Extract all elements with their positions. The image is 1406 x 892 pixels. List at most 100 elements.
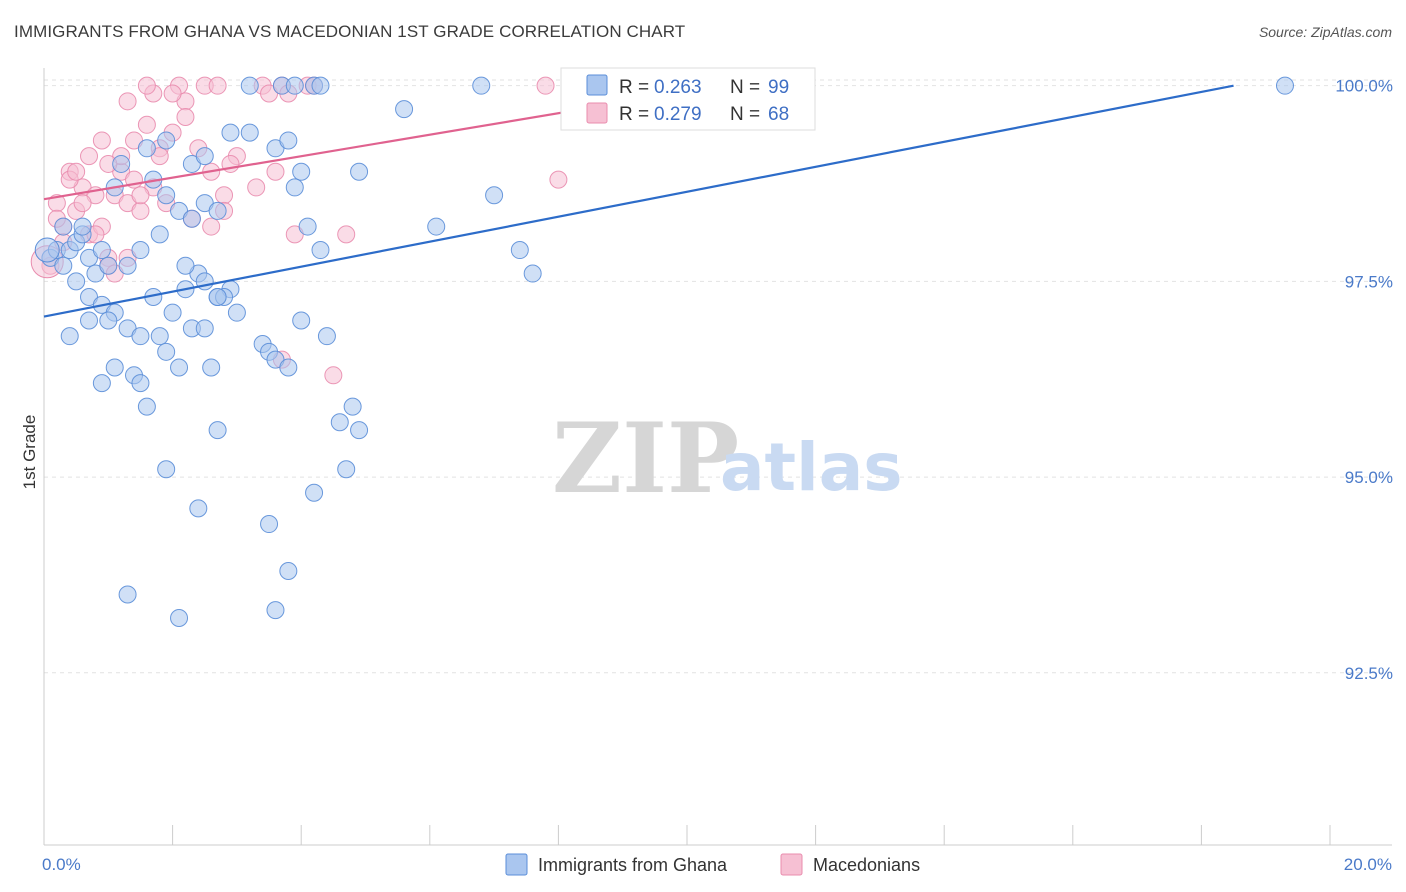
trend-line-ghana (43, 84, 1234, 318)
point-ghana (157, 131, 176, 150)
point-ghana (279, 131, 298, 150)
point-ghana (350, 421, 369, 440)
point-ghana (118, 585, 137, 604)
point-ghana (202, 358, 221, 377)
watermark-atlas: atlas (720, 429, 903, 506)
point-macedonians (137, 76, 156, 95)
stats-legend: R = 0.263 N = 99 R = 0.279 N = 68 (560, 67, 816, 131)
legend-r-label-ghana: R = (619, 77, 649, 98)
point-macedonians (208, 76, 227, 95)
point-macedonians (176, 107, 195, 126)
point-ghana (60, 327, 79, 346)
point-ghana (157, 186, 176, 205)
legend-r-label-macedonians: R = (619, 104, 649, 125)
point-ghana (292, 311, 311, 330)
point-ghana (285, 178, 304, 197)
point-ghana (54, 217, 73, 236)
point-macedonians (266, 162, 285, 181)
y-tick-label: 95.0% (1345, 468, 1393, 487)
point-ghana (195, 147, 214, 166)
point-ghana (523, 264, 542, 283)
point-ghana (54, 256, 73, 275)
point-ghana (67, 272, 86, 291)
bottom-legend-label-ghana: Immigrants from Ghana (538, 855, 728, 875)
point-ghana (80, 311, 99, 330)
point-ghana (137, 139, 156, 158)
axes (43, 68, 1392, 846)
point-ghana (105, 358, 124, 377)
point-ghana (157, 342, 176, 361)
bottom-legend: Immigrants from Ghana Macedonians (505, 853, 920, 876)
point-ghana (157, 460, 176, 479)
chart-title: IMMIGRANTS FROM GHANA VS MACEDONIAN 1ST … (14, 22, 686, 41)
point-ghana (240, 76, 259, 95)
point-ghana (279, 562, 298, 581)
watermark: ZIP atlas (552, 402, 903, 515)
point-ghana (150, 327, 169, 346)
point-macedonians (67, 162, 86, 181)
point-ghana (240, 123, 259, 142)
point-ghana (92, 241, 111, 260)
grid-lines (44, 79, 1392, 674)
point-ghana (131, 374, 150, 393)
y-tick-labels: 92.5% 95.0% 97.5% 100.0% (1335, 77, 1393, 683)
point-macedonians (118, 92, 137, 111)
point-ghana (427, 217, 446, 236)
y-tick-label: 97.5% (1345, 272, 1393, 291)
point-ghana (298, 217, 317, 236)
legend-swatch-ghana (586, 74, 608, 96)
point-ghana (1275, 76, 1294, 95)
point-macedonians (247, 178, 266, 197)
legend-n-value-ghana: 99 (768, 77, 789, 98)
point-ghana (305, 483, 324, 502)
x-tick-label-max: 20.0% (1344, 855, 1392, 874)
point-ghana (208, 201, 227, 220)
point-ghana (163, 303, 182, 322)
point-macedonians (202, 217, 221, 236)
point-macedonians (536, 76, 555, 95)
point-ghana (311, 76, 330, 95)
point-ghana (337, 460, 356, 479)
point-ghana (227, 303, 246, 322)
point-macedonians (137, 115, 156, 134)
point-ghana (472, 76, 491, 95)
legend-r-value-ghana: 0.263 (654, 77, 702, 98)
point-macedonians (549, 170, 568, 189)
point-ghana (182, 209, 201, 228)
point-ghana (170, 358, 189, 377)
bottom-legend-label-macedonians: Macedonians (813, 855, 920, 875)
x-tick-label-min: 0.0% (42, 855, 81, 874)
point-ghana (195, 319, 214, 338)
point-ghana (330, 413, 349, 432)
point-ghana (92, 374, 111, 393)
bottom-legend-swatch-macedonians (780, 853, 803, 876)
point-ghana-large (34, 237, 60, 263)
point-ghana (131, 327, 150, 346)
point-ghana (131, 241, 150, 260)
point-ghana (208, 421, 227, 440)
legend-n-label-ghana: N = (730, 77, 760, 98)
point-ghana (118, 256, 137, 275)
point-macedonians (324, 366, 343, 385)
point-ghana (176, 256, 195, 275)
point-macedonians (337, 225, 356, 244)
point-ghana (292, 162, 311, 181)
point-ghana (260, 515, 279, 534)
point-ghana (350, 162, 369, 181)
point-ghana (485, 186, 504, 205)
point-macedonians (215, 186, 234, 205)
point-macedonians (73, 194, 92, 213)
y-axis-label: 1st Grade (20, 415, 39, 490)
legend-n-label-macedonians: N = (730, 104, 760, 125)
point-ghana (221, 123, 240, 142)
y-tick-label: 92.5% (1345, 664, 1393, 683)
watermark-zip: ZIP (552, 402, 739, 515)
point-ghana (99, 256, 118, 275)
point-ghana (73, 217, 92, 236)
series-ghana-points (34, 76, 1294, 627)
point-ghana (311, 241, 330, 260)
point-ghana (285, 76, 304, 95)
point-macedonians (131, 201, 150, 220)
legend-swatch-macedonians (586, 102, 608, 124)
